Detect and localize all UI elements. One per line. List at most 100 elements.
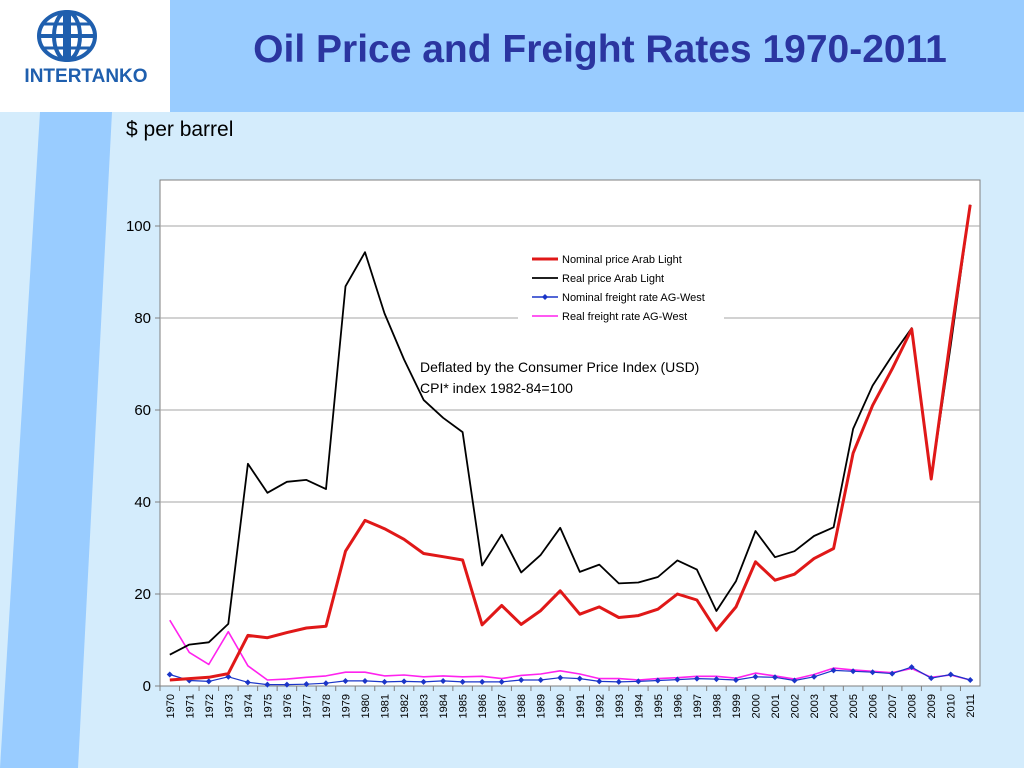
x-tick-label: 1999 xyxy=(731,694,743,718)
data-point xyxy=(908,664,915,671)
x-tick-label: 1992 xyxy=(594,694,606,718)
data-point xyxy=(537,677,544,684)
x-tick-label: 1984 xyxy=(438,694,450,718)
x-tick-label: 1996 xyxy=(672,694,684,718)
data-point xyxy=(967,677,974,684)
x-tick-label: 1989 xyxy=(536,694,548,718)
y-tick-label: 60 xyxy=(134,402,151,419)
data-point xyxy=(205,678,212,685)
x-axis-ticks: 1970 1971 1972 1973 1974 1975 1976 1977 1978 1979… xyxy=(159,686,977,718)
data-point xyxy=(322,680,329,687)
data-point xyxy=(713,676,720,683)
x-tick-label: 1978 xyxy=(321,694,333,718)
x-tick-label: 1991 xyxy=(575,694,587,718)
data-point xyxy=(420,678,427,685)
data-point xyxy=(303,681,310,688)
data-point xyxy=(850,668,857,675)
data-point xyxy=(889,670,896,677)
x-tick-label: 2007 xyxy=(887,694,899,718)
x-tick-label: 1997 xyxy=(692,694,704,718)
legend-entry: Real freight rate AG-West xyxy=(562,311,687,323)
x-tick-label: 2001 xyxy=(770,694,782,718)
data-point xyxy=(693,675,700,682)
x-tick-label: 1995 xyxy=(653,694,665,718)
globe-icon xyxy=(37,10,97,62)
y-tick-label: 0 xyxy=(143,678,151,695)
data-point xyxy=(830,667,837,674)
header-band xyxy=(170,0,1024,112)
y-tick-label: 40 xyxy=(134,494,151,511)
data-point xyxy=(732,677,739,684)
data-point xyxy=(381,678,388,685)
annotation: Deflated by the Consumer Price Index (US… xyxy=(420,359,699,396)
x-tick-label: 2008 xyxy=(907,694,919,718)
y-axis-ticks: 0 20 40 60 80 100 xyxy=(126,218,160,695)
x-tick-label: 1975 xyxy=(262,694,274,718)
x-tick-label: 1983 xyxy=(419,694,431,718)
x-tick-label: 2011 xyxy=(965,694,977,718)
data-point xyxy=(674,676,681,683)
data-point xyxy=(362,677,368,684)
x-tick-label: 2009 xyxy=(926,694,938,718)
x-tick-label: 1986 xyxy=(477,694,489,718)
x-tick-label: 1979 xyxy=(340,694,352,718)
data-point xyxy=(283,681,290,688)
data-point xyxy=(615,678,622,685)
x-tick-label: 2004 xyxy=(829,694,841,718)
x-tick-label: 1972 xyxy=(204,694,216,718)
data-point xyxy=(596,678,603,685)
data-point xyxy=(498,678,505,685)
x-tick-label: 2000 xyxy=(750,694,762,718)
annotation-line: Deflated by the Consumer Price Index (US… xyxy=(420,359,699,375)
data-point xyxy=(947,671,954,678)
y-tick-label: 100 xyxy=(126,218,151,235)
legend-entry: Nominal freight rate AG-West xyxy=(562,292,705,304)
data-point xyxy=(752,673,759,680)
x-tick-label: 1987 xyxy=(497,694,509,718)
x-tick-label: 2002 xyxy=(790,694,802,718)
legend: Nominal price Arab Light Real price Arab … xyxy=(518,251,724,329)
data-point xyxy=(342,677,349,684)
x-tick-label: 1985 xyxy=(458,694,470,718)
data-point xyxy=(654,677,661,684)
x-tick-label: 2003 xyxy=(809,694,821,718)
x-tick-label: 1988 xyxy=(516,694,528,718)
data-point xyxy=(772,674,778,681)
x-tick-label: 1994 xyxy=(633,694,645,718)
data-point xyxy=(518,677,525,684)
x-tick-label: 2006 xyxy=(868,694,880,718)
data-point xyxy=(440,677,447,684)
y-tick-label: 80 xyxy=(134,310,151,327)
series-line-2 xyxy=(169,666,971,686)
x-tick-label: 1982 xyxy=(399,694,411,718)
series-line-0 xyxy=(169,204,972,682)
data-point xyxy=(264,681,271,688)
x-tick-label: 1974 xyxy=(243,694,255,718)
legend-entry: Real price Arab Light xyxy=(562,273,664,285)
x-tick-label: 1981 xyxy=(380,694,392,718)
data-point xyxy=(576,675,583,682)
x-tick-label: 1993 xyxy=(614,694,626,718)
data-point xyxy=(635,678,642,685)
x-tick-label: 1980 xyxy=(360,694,372,718)
unit-label: $ per barrel xyxy=(126,118,234,141)
data-point xyxy=(459,678,466,685)
logo-text: INTERTANKO xyxy=(24,66,148,87)
data-point xyxy=(928,675,935,682)
x-tick-label: 1990 xyxy=(555,694,567,718)
legend-marker xyxy=(542,294,548,300)
x-tick-label: 1998 xyxy=(711,694,723,718)
data-point xyxy=(166,671,173,678)
data-point xyxy=(557,674,564,681)
legend-entry: Nominal price Arab Light xyxy=(562,254,682,266)
data-point xyxy=(401,678,408,685)
x-tick-label: 1977 xyxy=(301,694,313,718)
x-tick-label: 2005 xyxy=(848,694,860,718)
y-tick-label: 20 xyxy=(134,586,151,603)
x-tick-label: 1971 xyxy=(184,694,196,718)
annotation-line: CPI* index 1982-84=100 xyxy=(420,380,573,396)
series-line-3 xyxy=(169,619,971,681)
x-tick-label: 1973 xyxy=(223,694,235,718)
